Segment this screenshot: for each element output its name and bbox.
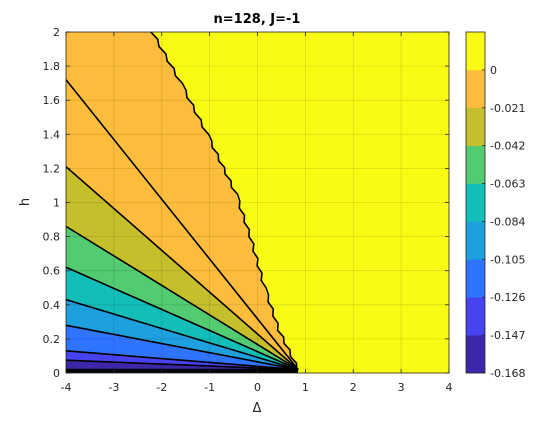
contour-band-lowest (66, 369, 299, 373)
contour-line (66, 166, 299, 371)
contour-line (66, 225, 299, 371)
colorbar-segment (466, 335, 485, 374)
x-tick-label: -3 (108, 381, 119, 394)
colorbar-tick-label: -0.147 (490, 329, 525, 342)
axes: -4 -3 -2 -1 0 1 2 3 4 0 0.2 0.4 0.6 0.8 1 1.2 1.4 1.6 1.8 2 (43, 26, 453, 394)
y-tick-label: 1.6 (43, 94, 61, 107)
colorbar-segment (466, 297, 485, 336)
x-tick-label: -4 (61, 381, 72, 394)
colorbar-tick-label: -0.105 (490, 253, 525, 266)
colorbar-tick-label: -0.126 (490, 291, 525, 304)
colorbar-tick-label: -0.021 (490, 102, 525, 115)
x-tick-label: 2 (350, 381, 357, 394)
colorbar-segment (466, 183, 485, 222)
colorbar-tick-label: -0.084 (490, 215, 525, 228)
chart-title: n=128, J=-1 (214, 12, 301, 27)
colorbar: 0 -0.021 -0.042 -0.063 -0.084 -0.105 -0.126 -0.… (465, 31, 525, 380)
colorbar-segment (466, 221, 485, 260)
y-tick-label: 2 (53, 26, 60, 39)
y-tick-label: 0.6 (43, 265, 61, 278)
x-tick-label: 0 (254, 381, 261, 394)
y-tick-label: 0.2 (43, 333, 61, 346)
colorbar-segment (466, 69, 485, 109)
x-tick-label: -1 (204, 381, 215, 394)
x-axis-title: Δ (253, 401, 262, 416)
x-tick-label: -2 (156, 381, 167, 394)
contour-line (66, 350, 299, 371)
colorbar-segment (466, 107, 485, 146)
plot-area (66, 32, 449, 373)
y-tick-label: 1.4 (43, 128, 61, 141)
colorbar-tick-label: -0.042 (490, 140, 525, 153)
y-tick-label: 0 (53, 367, 60, 380)
colorbar-tick-label: -0.168 (490, 367, 525, 380)
y-tick-label: 0.8 (43, 231, 61, 244)
colorbar-tick-label: 0 (490, 64, 497, 77)
y-tick-label: 1 (53, 197, 60, 210)
y-tick-label: 1.8 (43, 60, 61, 73)
colorbar-segment (466, 32, 485, 71)
colorbar-segment (466, 145, 485, 184)
y-tick-label: 0.4 (43, 299, 61, 312)
colorbar-segment (466, 259, 485, 298)
y-axis-title: h (18, 198, 33, 206)
colorbar-box (465, 31, 486, 374)
x-tick-label: 1 (302, 381, 309, 394)
y-tick-label: 1.2 (43, 162, 61, 175)
contour-line (66, 298, 299, 371)
contour-line (66, 324, 299, 371)
contour-line (66, 266, 299, 371)
contour-line (66, 79, 299, 371)
zero-contour-line (150, 32, 298, 370)
x-tick-label: 3 (398, 381, 405, 394)
contour-band-zero (152, 32, 449, 373)
contour-line (66, 359, 299, 371)
colorbar-tick-label: -0.063 (490, 178, 525, 191)
x-tick-label: 4 (446, 381, 453, 394)
